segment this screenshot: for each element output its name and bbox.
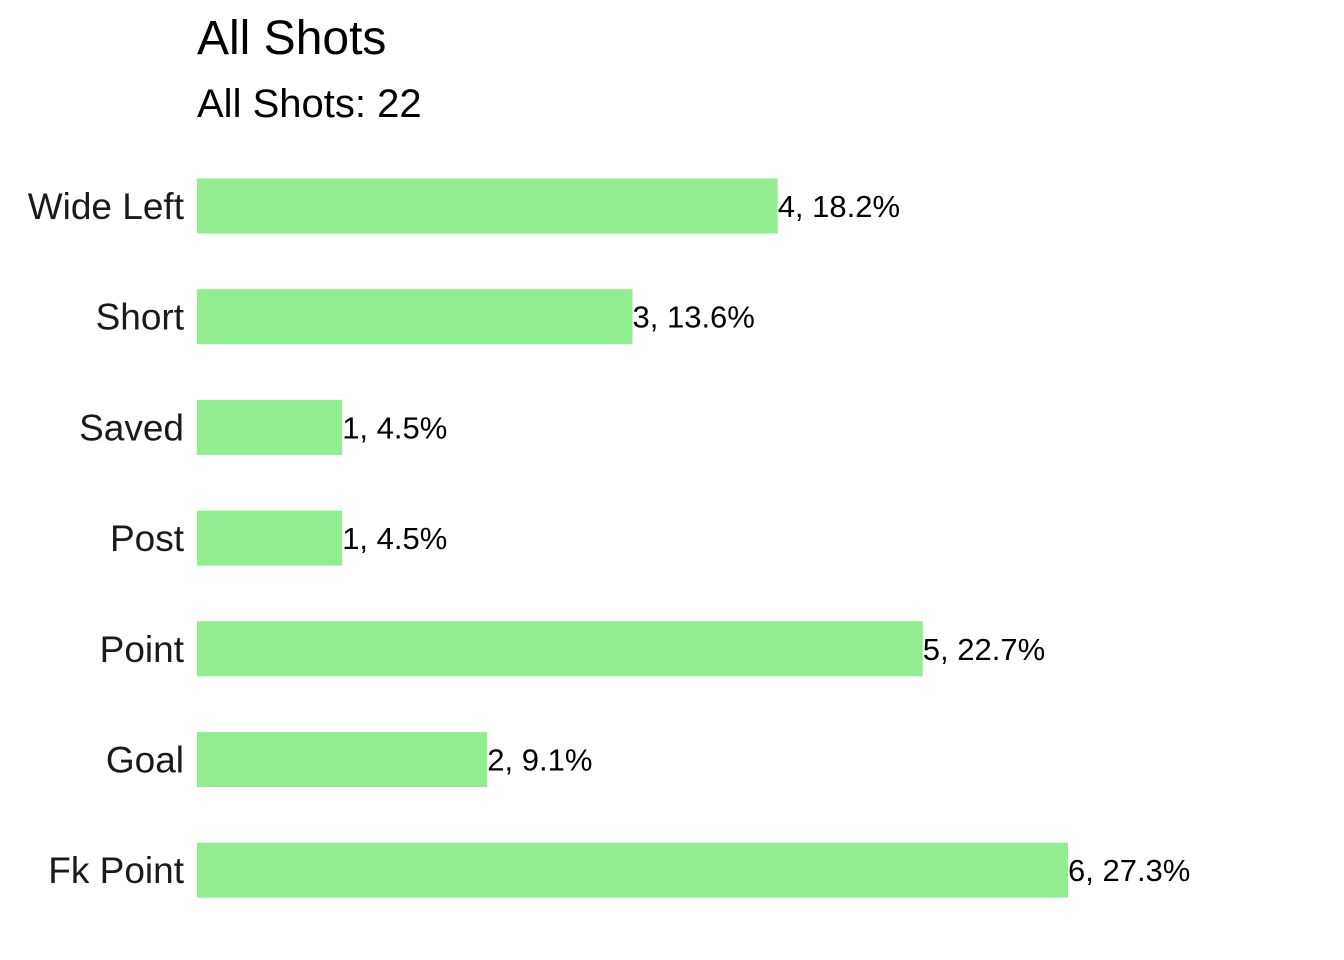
category-label: Goal bbox=[106, 740, 184, 781]
bar-fk-point bbox=[197, 842, 1068, 898]
chart-subtitle: All Shots: 22 bbox=[197, 82, 422, 126]
bar-wide-left bbox=[197, 178, 778, 234]
bars-group bbox=[197, 178, 1068, 898]
data-label: 6, 27.3% bbox=[1068, 853, 1190, 888]
data-label: 2, 9.1% bbox=[487, 743, 592, 778]
data-label: 5, 22.7% bbox=[923, 632, 1045, 667]
data-label: 1, 4.5% bbox=[342, 410, 447, 445]
category-labels-group: Wide Left Short Saved Post Point Goal Fk Point bbox=[28, 186, 185, 891]
category-label: Wide Left bbox=[28, 186, 185, 227]
bar-point bbox=[197, 621, 923, 677]
category-label: Saved bbox=[79, 407, 184, 448]
data-label: 1, 4.5% bbox=[342, 521, 447, 556]
category-label: Post bbox=[110, 518, 185, 559]
category-label: Short bbox=[96, 297, 185, 338]
data-labels-group: 4, 18.2% 3, 13.6% 1, 4.5% 1, 4.5% 5, 22.7% 2,… bbox=[342, 189, 1190, 888]
bar-post bbox=[197, 510, 343, 566]
bar-short bbox=[197, 289, 633, 345]
chart-title: All Shots bbox=[197, 12, 386, 65]
category-label: Point bbox=[100, 629, 185, 670]
bar-saved bbox=[197, 399, 343, 455]
category-label: Fk Point bbox=[48, 850, 184, 891]
bar-goal bbox=[197, 732, 488, 787]
data-label: 4, 18.2% bbox=[778, 189, 900, 224]
data-label: 3, 13.6% bbox=[633, 300, 755, 335]
